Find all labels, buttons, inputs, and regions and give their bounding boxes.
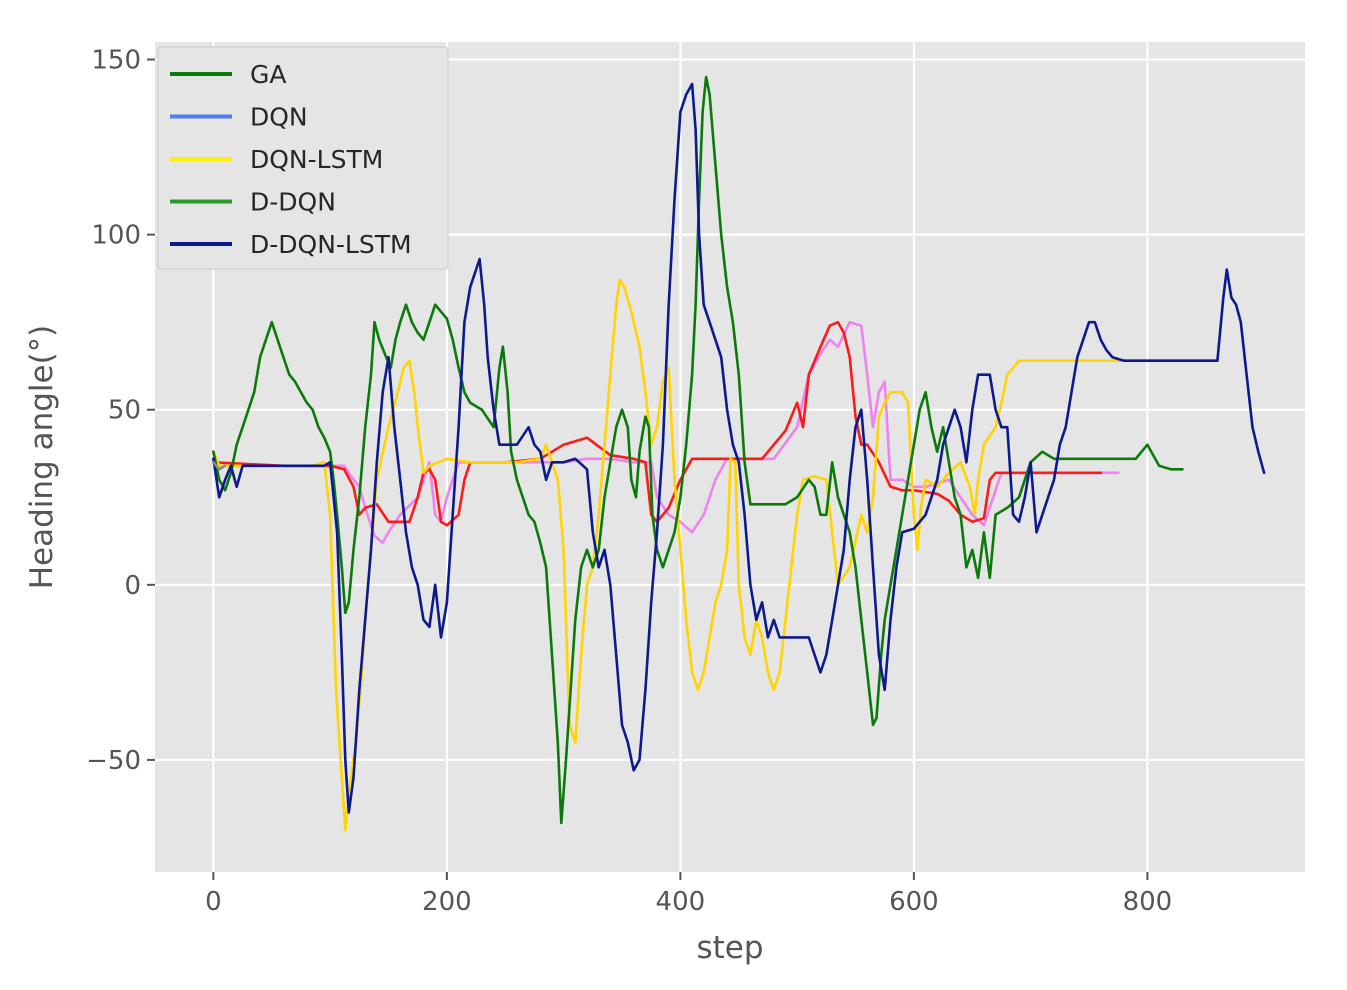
series-line-d-dqn-lstm [212,82,1266,814]
legend-label-dqn-lstm: DQN-LSTM [250,145,383,174]
y-axis-label: Heading angle(°) [24,325,60,590]
series-line-dqn-lstm [212,278,1219,832]
x-tick-label: 600 [889,887,939,917]
x-tick-label: 800 [1123,887,1173,917]
series-line-unlabeled-0 [212,320,1120,545]
y-axis-ticks: −50 0 50 100 150 [86,46,155,776]
legend-label-dqn: DQN [250,103,308,132]
legend: GA DQN DQN-LSTM D-DQN D-DQN-LSTM [157,46,449,270]
x-tick-label: 400 [656,887,706,917]
y-tick-label: −50 [86,746,141,776]
legend-label-d-dqn: D-DQN [250,188,336,217]
legend-label-ga: GA [250,60,286,89]
legend-label-d-dqn-lstm: D-DQN-LSTM [250,230,412,259]
x-axis-label: step [696,930,763,966]
y-tick-label: 0 [124,571,141,601]
x-tick-label: 0 [205,887,222,917]
legend-box [157,46,449,270]
series-line-unlabeled-5 [212,460,227,471]
y-tick-label: 50 [108,396,141,426]
x-axis-ticks: 0 200 400 600 800 [205,872,1172,917]
series-line-ga [212,75,1184,825]
y-tick-label: 100 [91,221,141,251]
y-tick-label: 150 [91,46,141,76]
series-line-unlabeled-1 [212,320,1102,527]
x-tick-label: 200 [422,887,472,917]
series-lines [212,75,1266,832]
